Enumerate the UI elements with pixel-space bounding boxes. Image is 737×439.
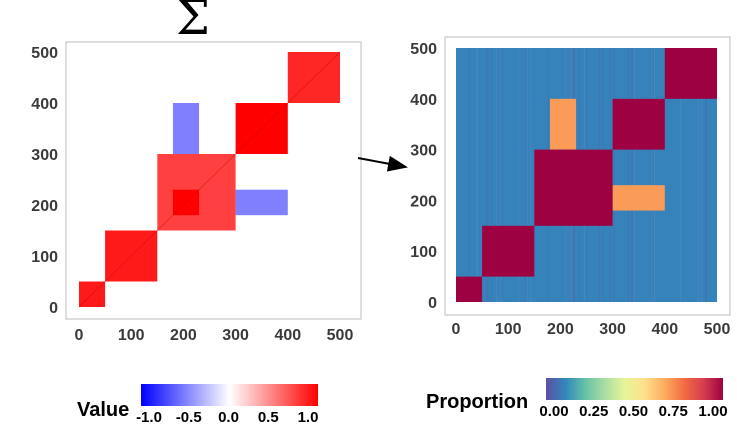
proportion-diagonal-block [456,276,483,302]
value-legend-tick: 0.0 [218,409,239,426]
proportion-x-tick-label: 400 [651,321,678,338]
proportion-y-tick-label: 0 [428,295,437,312]
proportion-diagonal-block [482,225,535,277]
proportion-noise-stripe [680,48,682,302]
value-legend-title: Value [77,399,129,421]
proportion-noise-stripe [705,48,707,302]
sigma-offdiagonal-block [235,189,288,216]
proportion-y-tick-label: 100 [410,244,437,261]
proportion-legend: Proportion 0.00 0.25 0.50 0.75 1.00 [426,378,728,420]
proportion-noise-stripe [476,48,478,302]
proportion-noise-stripe [631,48,633,302]
proportion-noise-stripe [651,48,653,302]
value-legend-tick: 0.5 [258,409,279,426]
sigma-symbol: Σ [176,0,210,46]
proportion-noise-stripe [697,48,700,302]
proportion-x-tick-label: 300 [599,321,626,338]
proportion-x-tick-label: 0 [452,321,461,338]
value-legend: Value -1.0 -0.5 0.0 0.5 1.0 [77,384,318,426]
proportion-noise-stripe [530,48,532,302]
proportion-legend-tick: 0.25 [579,403,608,420]
proportion-noise-stripe [633,48,635,302]
sigma-x-tick-label: 200 [170,327,197,344]
sigma-y-tick-label: 200 [31,198,58,215]
proportion-noise-stripe [476,48,478,302]
proportion-x-tick-label: 500 [704,321,731,338]
proportion-noise-stripe [613,48,615,302]
sigma-x-tick-label: 0 [75,327,84,344]
value-legend-tick: -1.0 [136,409,162,426]
proportion-noise-stripe [491,48,493,302]
proportion-offdiagonal-block [612,185,665,211]
proportion-noise-stripe [631,48,633,302]
proportion-legend-tick: 0.00 [539,403,568,420]
proportion-noise-stripe [649,48,652,302]
sigma-y-tick-label: 300 [31,147,58,164]
proportion-noise-stripe [654,48,656,302]
sigma-y-tick-label: 400 [31,96,58,113]
value-legend-tick: 1.0 [298,409,319,426]
proportion-noise-stripe [468,48,470,302]
sigma-y-tick-label: 500 [31,45,58,62]
proportion-x-tick-label: 200 [547,321,574,338]
sigma-x-tick-label: 300 [222,327,249,344]
sigma-x-tick-label: 500 [327,327,354,344]
sigma-offdiagonal-block [172,103,200,154]
value-colorbar [141,384,318,406]
proportion-y-tick-label: 400 [410,92,437,109]
transform-arrow [357,155,408,172]
proportion-noise-stripe [486,48,488,302]
proportion-heatmap-panel: 0 100 200 300 400 500 0 100 200 300 400 500 [410,36,731,338]
sigma-y-tick-label: 100 [31,249,58,266]
proportion-legend-tick: 1.00 [698,403,727,420]
proportion-x-tick-label: 100 [495,321,522,338]
proportion-colorbar [546,378,723,400]
sigma-x-tick-label: 100 [118,327,145,344]
proportion-y-tick-label: 200 [410,193,437,210]
proportion-y-tick-label: 500 [410,41,437,58]
sigma-x-tick-label: 400 [274,327,301,344]
proportion-diagonal-block [612,98,665,150]
sigma-heatmap-panel: 0 100 200 300 400 500 0 100 200 300 400 500 [31,41,362,344]
proportion-noise-stripe [526,48,528,302]
proportion-noise-stripe [701,48,703,302]
proportion-legend-title: Proportion [426,391,528,413]
sigma-y-tick-label: 0 [49,300,58,317]
proportion-legend-tick: 0.50 [619,403,648,420]
proportion-diagonal-block [534,149,613,226]
proportion-noise-stripe [705,48,707,302]
sigma-diagonal-line [78,51,341,308]
value-legend-tick: -0.5 [176,409,202,426]
proportion-noise-stripe [496,48,498,302]
proportion-noise-stripe [487,48,489,302]
proportion-noise-stripe [524,48,527,302]
proportion-legend-tick: 0.75 [659,403,688,420]
proportion-y-tick-label: 300 [410,143,437,160]
proportion-diagonal-block [664,48,717,99]
proportion-noise-stripe [518,48,520,302]
proportion-noise-stripe [501,48,504,302]
proportion-offdiagonal-block [549,98,577,150]
proportion-noise-stripe [500,48,502,302]
proportion-noise-stripe [627,48,629,302]
